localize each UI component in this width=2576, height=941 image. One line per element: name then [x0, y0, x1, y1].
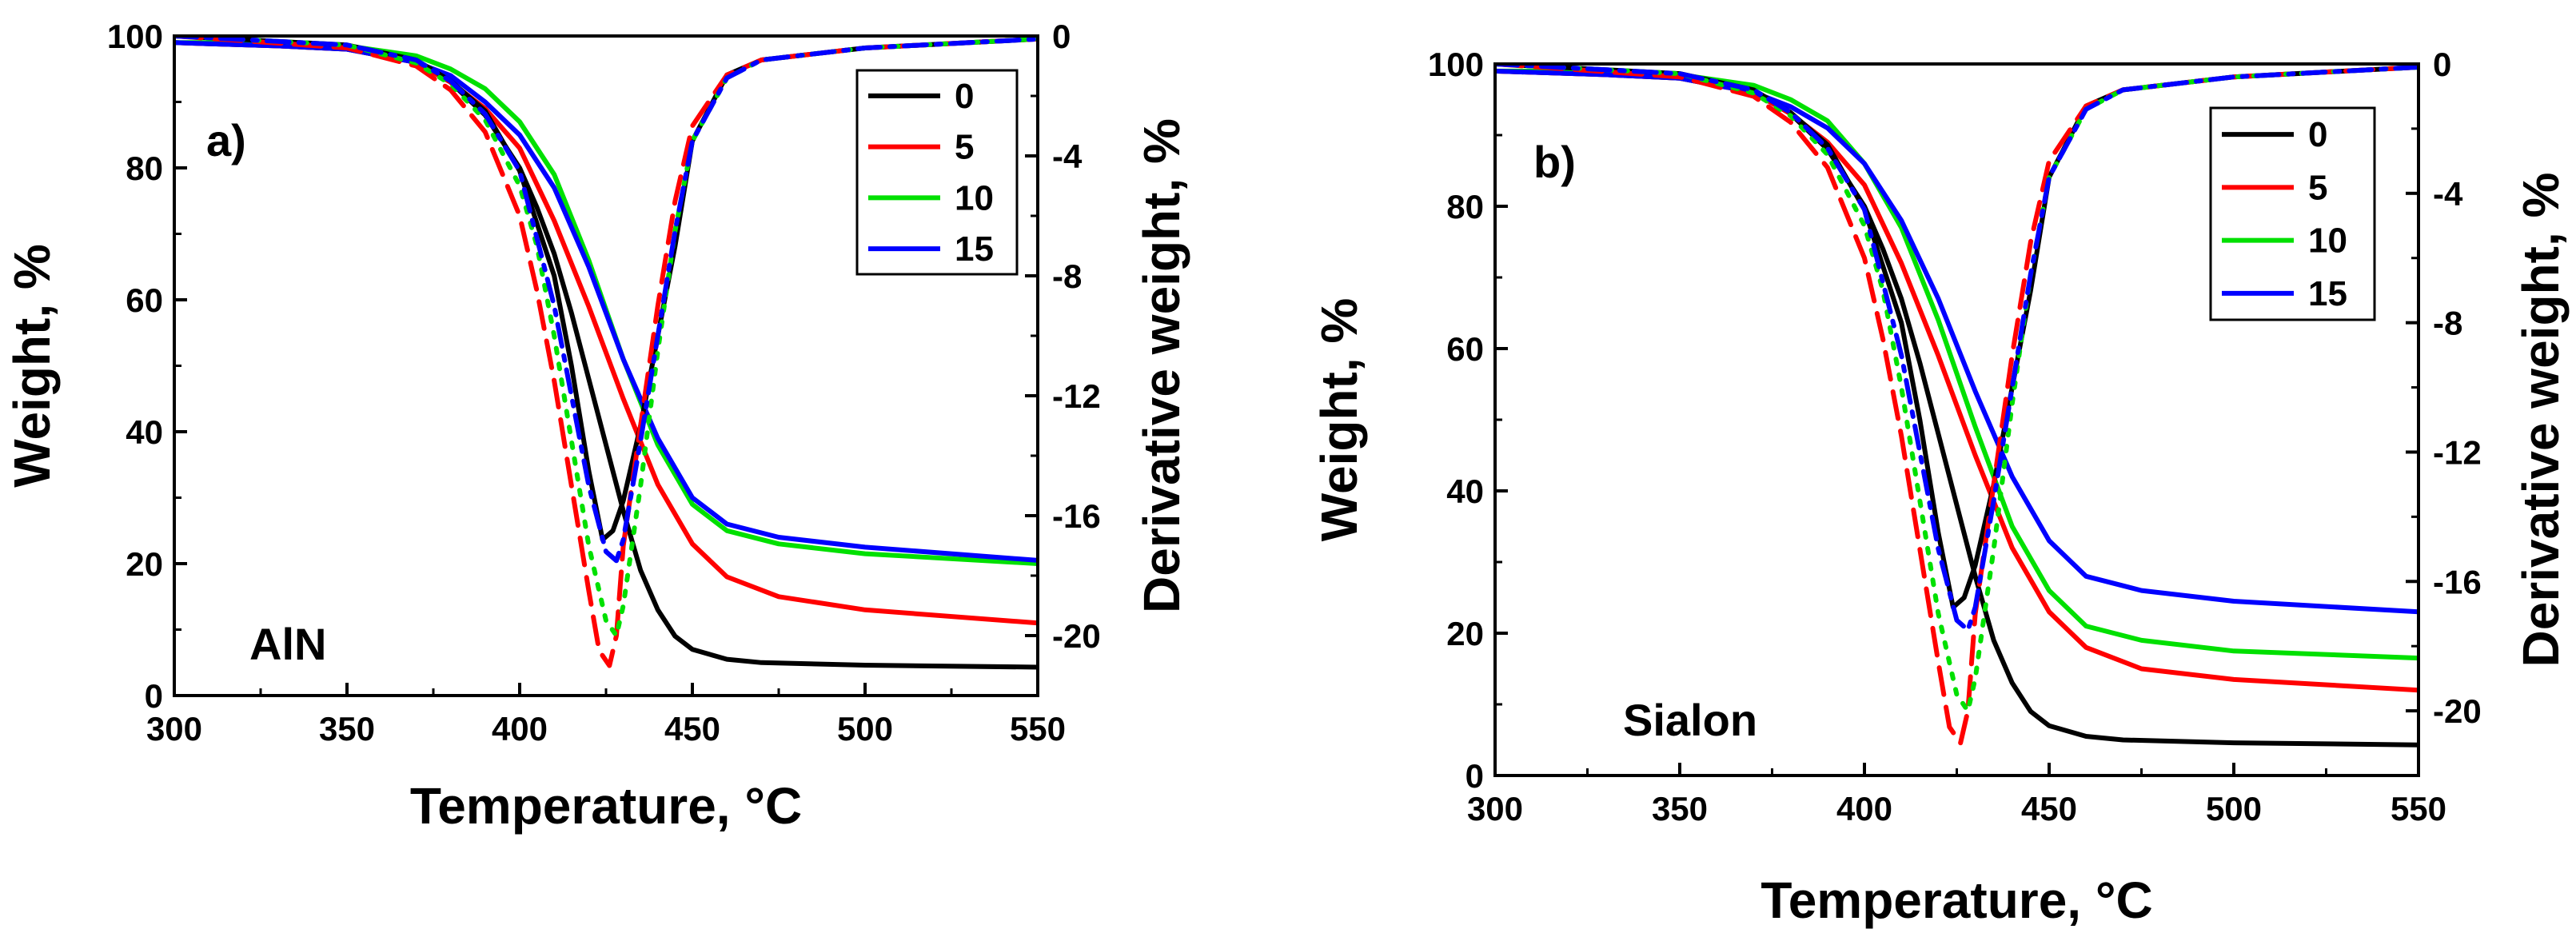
y2-tick-label: -8 — [1052, 257, 1082, 295]
y2-tick-label: -20 — [2433, 692, 2482, 730]
x-tick-label: 550 — [1010, 710, 1066, 748]
y2-tick-label: 0 — [2433, 46, 2451, 83]
panel-label: a) — [206, 115, 246, 165]
series-group — [174, 36, 1038, 670]
legend-box — [2209, 106, 2376, 321]
y-tick-label: 20 — [1446, 615, 1484, 652]
y2-tick-label: -12 — [2433, 433, 2482, 471]
series-5-dtg-derivative-line — [1495, 64, 2418, 746]
x-tick-label: 350 — [1652, 790, 1708, 827]
x-tick-label: 450 — [2021, 790, 2077, 827]
y2-tick-label: -8 — [2433, 305, 2462, 342]
x-tick-label: 500 — [837, 710, 893, 748]
x-tick-label: 350 — [319, 710, 375, 748]
series-5-dtg-derivative-line — [174, 36, 1038, 668]
legend-label-10: 10 — [2308, 221, 2347, 261]
y2-tick-label: -12 — [1052, 377, 1101, 415]
y2-axis-label: Derivative weight, % — [1133, 118, 1190, 613]
y-tick-label: 40 — [1446, 472, 1484, 510]
y-tick-label: 20 — [126, 545, 163, 583]
panel-label: b) — [1533, 137, 1576, 187]
x-tick-label: 500 — [2206, 790, 2262, 827]
y2-axis-label: Derivative weight, % — [2512, 173, 2570, 668]
x-tick-label: 300 — [146, 710, 202, 748]
x-tick-label: 550 — [2391, 790, 2446, 827]
legend-label-15: 15 — [2308, 274, 2347, 313]
y2-tick-label: -20 — [1052, 617, 1101, 655]
sample-annotation: AlN — [249, 619, 326, 669]
legend-label-5: 5 — [955, 128, 974, 167]
legend-label-5: 5 — [2308, 168, 2327, 207]
series-15-dtg-derivative-line — [1495, 64, 2418, 632]
x-axis-label: Temperature, °C — [410, 777, 802, 835]
y-axis-label: Weight, % — [3, 244, 61, 488]
series-10-dtg-derivative-line — [1495, 64, 2418, 714]
legend-label-15: 15 — [955, 229, 994, 269]
y2-tick-label: 0 — [1052, 18, 1071, 55]
legend-label-10: 10 — [955, 178, 994, 217]
x-tick-label: 450 — [664, 710, 720, 748]
series-10-dtg-derivative-line — [174, 36, 1038, 638]
series-group — [1495, 64, 2418, 748]
series-15-dtg-derivative-line — [174, 36, 1038, 564]
y2-tick-label: -4 — [2433, 175, 2463, 213]
legend-box — [855, 69, 1019, 276]
x-tick-label: 400 — [1836, 790, 1892, 827]
y-tick-label: 0 — [145, 677, 163, 715]
y-tick-label: 100 — [107, 18, 163, 55]
y-tick-label: 60 — [1446, 330, 1484, 368]
y-tick-label: 80 — [126, 150, 163, 187]
legend-label-0: 0 — [2308, 115, 2327, 154]
y2-tick-label: -16 — [2433, 563, 2482, 600]
y2-tick-label: -16 — [1052, 497, 1101, 535]
y-tick-label: 80 — [1446, 188, 1484, 225]
legend-label-0: 0 — [955, 77, 974, 116]
y-tick-label: 100 — [1428, 46, 1484, 83]
x-tick-label: 400 — [492, 710, 548, 748]
y-tick-label: 40 — [126, 413, 163, 451]
y2-tick-label: -4 — [1052, 138, 1083, 175]
y-tick-label: 60 — [126, 281, 163, 319]
x-axis-label: Temperature, °C — [1761, 871, 2152, 929]
y-axis-label: Weight, % — [1310, 298, 1368, 542]
sample-annotation: Sialon — [1623, 695, 1757, 745]
x-tick-label: 300 — [1467, 790, 1523, 827]
y-tick-label: 0 — [1465, 757, 1484, 795]
